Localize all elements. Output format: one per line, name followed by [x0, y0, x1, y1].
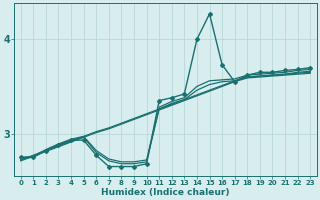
X-axis label: Humidex (Indice chaleur): Humidex (Indice chaleur): [101, 188, 230, 197]
